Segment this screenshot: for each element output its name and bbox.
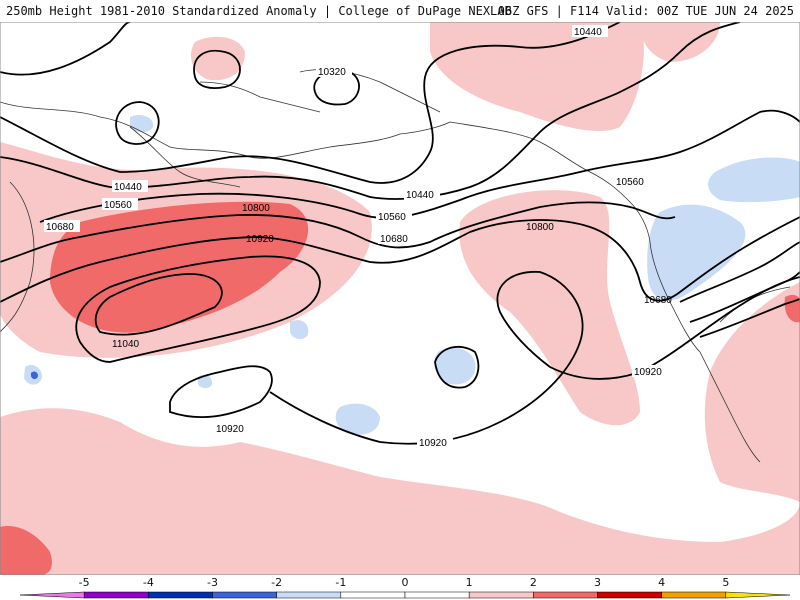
colorbar-segment [468,591,534,599]
contour-label: 10560 [616,177,644,188]
label-bg [572,25,608,37]
contour-line [679,241,800,303]
contour-line [699,298,800,338]
contour-line [0,201,676,263]
negative-anomaly-area [198,374,213,389]
label-bg [632,365,668,377]
contour-line [169,365,273,419]
colorbar-tick-label: -5 [78,576,90,589]
negative-anomaly-area [130,115,154,133]
contour-line [193,49,241,90]
label-bg [404,188,440,200]
contour-line [75,255,321,363]
contour-line [39,109,800,223]
contour-line [0,22,621,184]
contour-label: 10920 [634,367,662,378]
contour-label: 10920 [419,438,447,449]
contour-label: 10320 [318,67,346,78]
colorbar-tick-label: 3 [594,576,601,589]
colorbar-tick-label: -3 [207,576,218,589]
contour-line [115,101,160,145]
contour-line [689,271,800,323]
colorbar-segment [533,591,598,599]
contour-label: 10920 [216,424,244,435]
label-bg [112,180,148,192]
contour-line [0,22,131,76]
colorbar-tick-label: -1 [335,576,347,589]
positive-anomaly-area [430,22,644,132]
contour-label: 10680 [46,222,74,233]
colorbar-segments [19,591,791,599]
positive-anomaly-area [459,190,640,426]
label-bg [316,65,352,77]
anomaly-map: 10440 10320 10440 10560 10680 10800 1092… [0,22,800,575]
contour-label: 10560 [378,212,406,223]
contour-line [269,271,800,445]
contour-label: 10560 [104,200,132,211]
contour-label: 10440 [114,182,142,193]
contour-labels: 10440 10320 10440 10560 10680 10800 1092… [44,25,672,449]
negative-anomaly-area [335,403,380,435]
map-header: 250mb Height 1981-2010 Standardized Anom… [0,0,800,22]
colorbar-segment [340,591,406,599]
contour-label: 10680 [380,234,408,245]
colorbar [19,591,791,599]
contour-label: 10920 [246,234,274,245]
label-bg [417,436,453,448]
colorbar-tick-label: -4 [142,576,154,589]
contour-label: 11040 [112,339,140,350]
strong-positive-anomaly-area [0,526,52,575]
colorbar-tick-label: 4 [658,576,666,589]
colorbar-tick-label: 0 [401,576,409,589]
label-bg [376,210,412,222]
negative-anomaly-area [290,320,309,340]
colorbar-segment [19,591,85,599]
negative-anomaly-area [708,157,800,203]
colorbar-segment [212,591,277,599]
contour-line [434,345,480,389]
colorbar-tick-label: -2 [271,576,283,589]
contour-label: 10680 [644,295,672,306]
label-bg [214,422,250,434]
colorbar-tick-label: 2 [529,576,537,589]
colorbar-segment [597,591,662,599]
colorbar-segment [661,591,727,599]
strong-negative-anomaly-area [31,371,38,379]
header-valid-time: 06Z GFS | F114 Valid: 00Z TUE JUN 24 202… [497,4,794,18]
colorbar-tick-label: 1 [465,576,473,589]
contour-line [0,216,800,303]
colorbar-tick-label: 5 [722,576,730,589]
negative-anomaly-area [647,204,746,301]
contour-label: 10800 [526,222,554,233]
contour-label: 10800 [242,203,270,214]
colorbar-segment [725,591,791,599]
positive-anomaly-area [190,36,245,81]
negative-anomaly-area [434,347,476,385]
label-bg [102,198,138,210]
label-bg [44,220,80,232]
label-bg [614,175,650,187]
positive-anomaly-area [704,282,800,502]
strong-positive-anomaly-area [784,294,800,323]
contour-line [94,273,223,336]
label-bg [378,232,414,244]
positive-anomaly-area [0,408,800,575]
positive-anomaly-area [640,22,720,62]
colorbar-segment [404,591,470,599]
colorbar-segment [83,591,149,599]
anomaly-fills [0,22,800,575]
header-title: 250mb Height 1981-2010 Standardized Anom… [6,4,512,18]
contour-label: 10440 [406,190,434,201]
colorbar-segment [276,591,342,599]
colorbar-segment [148,591,213,599]
contour-label: 10440 [574,27,602,38]
